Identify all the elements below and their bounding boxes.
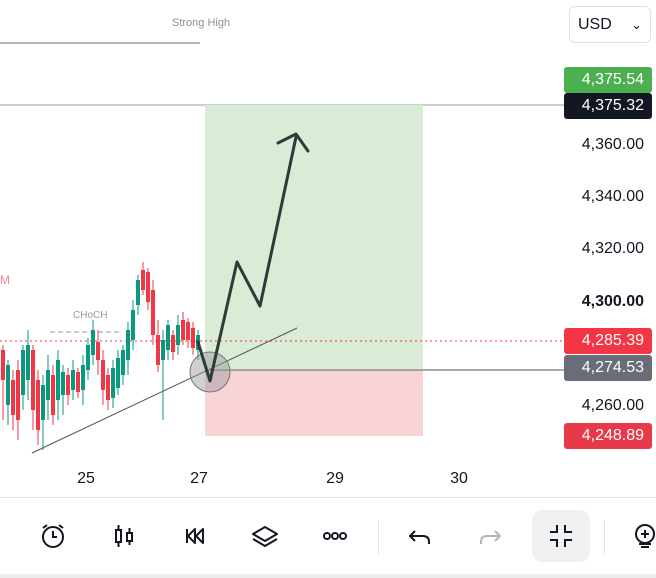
projection-arrow[interactable] bbox=[196, 135, 298, 383]
replay-icon bbox=[186, 528, 204, 544]
candle-body bbox=[86, 345, 90, 370]
candle-body bbox=[121, 350, 125, 375]
candle-body bbox=[91, 330, 95, 355]
entry-marker[interactable] bbox=[189, 351, 231, 393]
candle-body bbox=[81, 365, 85, 390]
strong-high-label: Strong High bbox=[172, 17, 231, 29]
replay-button[interactable] bbox=[170, 510, 220, 562]
take-profit-price-tag[interactable]: 4,375.54 bbox=[564, 67, 652, 93]
date-tick-25: 25 bbox=[77, 470, 95, 487]
bottom-toolbar bbox=[0, 497, 656, 578]
layers-button[interactable] bbox=[240, 510, 290, 562]
candle-body bbox=[181, 320, 185, 340]
partial-label: M bbox=[0, 273, 10, 287]
toolbar-separator bbox=[378, 520, 379, 554]
last-price-tag[interactable]: 4,285.39 bbox=[564, 328, 652, 354]
candle-body bbox=[56, 360, 60, 400]
candle-body bbox=[156, 335, 160, 365]
candle-body bbox=[111, 368, 115, 398]
candle-body bbox=[66, 375, 70, 395]
price-tick-4340: 4,340.00 bbox=[581, 188, 644, 205]
candle-body bbox=[76, 372, 80, 392]
candle-body bbox=[11, 380, 15, 415]
date-tick-30: 30 bbox=[450, 470, 468, 487]
candle-body bbox=[106, 375, 110, 400]
loss-zone[interactable] bbox=[205, 370, 423, 436]
candle-body bbox=[116, 358, 120, 388]
candle-body bbox=[6, 365, 10, 405]
current-high-price-tag[interactable]: 4,375.32 bbox=[564, 93, 652, 119]
candlestick-series bbox=[1, 262, 200, 450]
candle-body bbox=[146, 272, 150, 302]
candle-body bbox=[166, 325, 170, 350]
add-indicator-icon bbox=[635, 524, 655, 548]
candle-body bbox=[41, 385, 45, 420]
alarm-clock-icon bbox=[42, 524, 64, 548]
price-tick-4360: 4,360.00 bbox=[581, 136, 644, 153]
stop-loss-price-tag[interactable]: 4,248.89 bbox=[564, 423, 652, 449]
more-button[interactable] bbox=[310, 510, 360, 562]
candle-body bbox=[161, 340, 165, 360]
candle-body bbox=[191, 328, 195, 348]
chevron-down-icon: ⌄ bbox=[631, 16, 642, 32]
candle-body bbox=[61, 372, 65, 395]
choch-label: CHoCH bbox=[73, 310, 107, 321]
candle-body bbox=[131, 310, 135, 340]
candle-body bbox=[136, 280, 140, 305]
trend-line[interactable] bbox=[31, 327, 298, 454]
arrow-head bbox=[276, 132, 310, 153]
candle-body bbox=[36, 380, 40, 430]
currency-value: USD bbox=[578, 15, 612, 33]
more-icon bbox=[323, 532, 347, 540]
date-tick-27: 27 bbox=[190, 470, 208, 487]
collapse-button[interactable] bbox=[532, 510, 590, 562]
candle-body bbox=[171, 335, 175, 352]
candle-body bbox=[141, 270, 145, 290]
candle-body bbox=[96, 342, 100, 360]
candle-body bbox=[21, 350, 25, 395]
price-tick-4320: 4,320.00 bbox=[581, 240, 644, 257]
profit-zone[interactable] bbox=[205, 105, 423, 369]
currency-select[interactable]: USD ⌄ bbox=[569, 6, 651, 43]
bottom-edge bbox=[0, 574, 656, 578]
redo-button[interactable] bbox=[465, 510, 515, 562]
candle-body bbox=[31, 350, 35, 410]
add-indicator-button[interactable] bbox=[618, 510, 656, 562]
candle-body bbox=[1, 350, 5, 380]
candle-body bbox=[26, 345, 30, 380]
candle-body bbox=[51, 375, 55, 415]
candle-body bbox=[16, 370, 20, 420]
undo-icon bbox=[409, 530, 430, 544]
undo-button[interactable] bbox=[395, 510, 445, 562]
price-tick-4260: 4,260.00 bbox=[581, 397, 644, 414]
collapse-icon bbox=[550, 525, 572, 547]
price-chart[interactable]: CHoCH M bbox=[0, 0, 656, 497]
candle-body bbox=[46, 370, 50, 400]
alarm-button[interactable] bbox=[28, 510, 78, 562]
candle-body bbox=[186, 322, 190, 340]
candle-body bbox=[151, 290, 155, 335]
candle-body bbox=[101, 360, 105, 390]
toolbar-separator bbox=[604, 520, 605, 554]
price-tick-4300: 4,300.00 bbox=[581, 293, 644, 310]
candlestick-icon bbox=[115, 525, 133, 547]
candle-body bbox=[71, 370, 75, 390]
redo-icon bbox=[480, 530, 501, 544]
date-tick-29: 29 bbox=[326, 470, 344, 487]
chart-type-button[interactable] bbox=[99, 510, 149, 562]
layers-icon bbox=[252, 526, 278, 547]
candle-body bbox=[176, 325, 180, 345]
candle-body bbox=[126, 330, 130, 360]
entry-price-tag[interactable]: 4,274.53 bbox=[564, 355, 652, 381]
